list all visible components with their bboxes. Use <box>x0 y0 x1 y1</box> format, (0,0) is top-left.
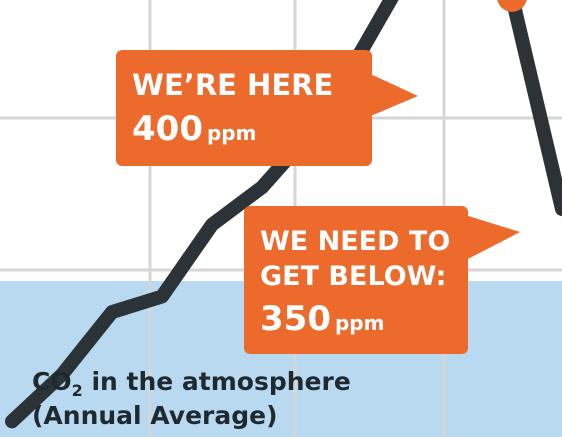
callout-target: WE NEED TO GET BELOW: 350 ppm <box>244 206 520 354</box>
callout-current: WE’RE HERE 400 ppm <box>116 50 418 166</box>
callout-current-value-text: 400 ppm <box>132 109 256 149</box>
callout-current-line1: WE’RE HERE <box>132 68 333 102</box>
caption-rest-text: in the atmosphere <box>83 367 351 396</box>
callout-target-box <box>244 206 468 354</box>
callout-current-pointer <box>366 72 418 118</box>
highlight-points <box>497 0 527 12</box>
callout-target-line1: WE NEED TO <box>260 226 450 257</box>
callout-target-value: 350 <box>260 299 331 339</box>
highlight-point-2 <box>497 0 527 12</box>
callout-target-unit: ppm <box>335 311 384 335</box>
callout-target-pointer <box>462 214 520 262</box>
caption-line1: CO2 in the atmosphere <box>32 367 351 400</box>
caption-co-text: CO <box>32 367 72 396</box>
caption-line2: (Annual Average) <box>32 401 278 430</box>
callout-target-value-text: 350 ppm <box>260 299 384 339</box>
callout-current-box <box>116 50 372 166</box>
caption-subscript: 2 <box>72 381 83 400</box>
callout-current-unit: ppm <box>207 121 256 145</box>
callout-target-line2: GET BELOW: <box>260 261 446 292</box>
callout-current-value: 400 <box>132 109 203 149</box>
